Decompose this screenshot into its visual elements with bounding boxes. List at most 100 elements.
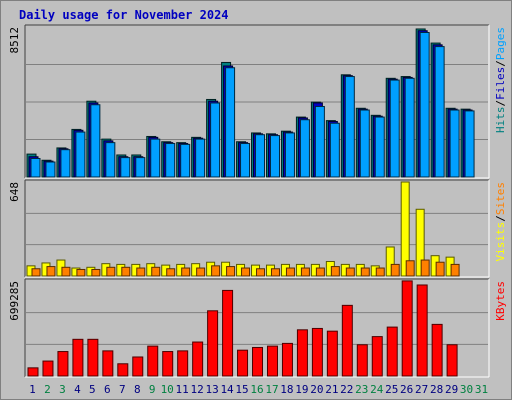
bar-sites-day-12 (196, 267, 206, 277)
bar-sites-day-5 (91, 268, 101, 277)
day-label-29: 29 (445, 383, 458, 396)
bar-kbytes-day-10 (162, 351, 174, 377)
day-label-1: 1 (29, 383, 36, 396)
bar-pages-day-2 (45, 161, 56, 178)
bar-pages-day-14 (225, 67, 236, 178)
bar-sites-day-20 (315, 267, 325, 277)
bar-visits-day-25 (385, 246, 395, 277)
bar-sites-day-8 (136, 267, 146, 277)
bar-pages-day-22 (344, 76, 355, 178)
bar-pages-day-7 (120, 157, 131, 178)
bar-pages-day-16 (255, 134, 266, 178)
bar-sites-day-16 (256, 268, 266, 277)
hits-files-pages-panel-max-label: 8512 (8, 27, 21, 54)
bar-sites-day-1 (31, 268, 41, 277)
legend-sep: / (494, 215, 507, 222)
bar-pages-day-15 (240, 143, 251, 178)
kbytes-panel-legend: KBytes (494, 281, 507, 321)
bar-kbytes-day-22 (341, 304, 353, 377)
bar-kbytes-day-5 (87, 338, 99, 377)
bar-kbytes-day-3 (57, 351, 69, 377)
bar-sites-day-18 (285, 267, 295, 277)
bar-kbytes-day-27 (416, 284, 428, 377)
bar-kbytes-day-17 (266, 345, 278, 377)
bar-kbytes-day-14 (222, 289, 234, 377)
bar-sites-day-15 (241, 267, 251, 277)
day-label-25: 25 (385, 383, 398, 396)
bar-sites-day-13 (211, 265, 221, 277)
day-label-28: 28 (430, 383, 443, 396)
bar-kbytes-day-21 (326, 330, 338, 377)
bar-pages-day-29 (449, 109, 460, 178)
bar-kbytes-day-25 (386, 326, 398, 377)
visits-sites-panel-max-label: 648 (8, 182, 21, 202)
bar-sites-day-11 (181, 267, 191, 277)
day-label-23: 23 (355, 383, 368, 396)
bar-sites-day-3 (61, 266, 71, 277)
bar-sites-day-24 (375, 267, 385, 277)
day-label-17: 17 (265, 383, 278, 396)
day-label-7: 7 (119, 383, 126, 396)
bar-kbytes-day-6 (102, 350, 114, 377)
bar-kbytes-day-4 (72, 338, 84, 377)
legend-kbytes: KBytes (494, 281, 507, 321)
bar-kbytes-day-8 (132, 356, 144, 377)
bar-sites-day-7 (121, 266, 131, 277)
legend-hits: Hits (494, 107, 507, 134)
bar-pages-day-19 (299, 119, 310, 178)
day-label-14: 14 (220, 383, 234, 396)
bar-kbytes-day-16 (252, 346, 264, 377)
bar-sites-day-23 (360, 267, 370, 277)
chart-title: Daily usage for November 2024 (19, 8, 229, 22)
bar-pages-day-6 (105, 142, 116, 178)
bar-sites-day-25 (390, 263, 400, 277)
day-label-24: 24 (370, 383, 384, 396)
bar-kbytes-day-26 (401, 280, 413, 377)
day-label-20: 20 (310, 383, 323, 396)
legend-sep: / (494, 100, 507, 107)
legend-sites: Sites (494, 182, 507, 215)
bar-kbytes-day-18 (281, 342, 293, 377)
day-label-13: 13 (205, 383, 218, 396)
day-label-31: 31 (475, 383, 488, 396)
bar-sites-day-29 (450, 263, 460, 277)
bar-sites-day-14 (226, 266, 236, 277)
day-label-22: 22 (340, 383, 353, 396)
day-label-3: 3 (59, 383, 66, 396)
bar-pages-day-27 (419, 31, 430, 178)
bar-kbytes-day-28 (431, 323, 443, 377)
bar-kbytes-day-20 (311, 327, 323, 377)
day-label-9: 9 (149, 383, 156, 396)
bar-kbytes-day-2 (42, 360, 54, 377)
bar-pages-day-17 (269, 135, 280, 178)
bar-pages-day-8 (135, 157, 146, 178)
bar-pages-day-3 (60, 149, 71, 178)
bar-sites-day-10 (166, 268, 176, 277)
bar-pages-day-12 (195, 138, 206, 178)
bar-pages-day-9 (150, 138, 161, 178)
day-label-2: 2 (44, 383, 51, 396)
bar-pages-day-5 (90, 104, 101, 178)
bar-sites-day-22 (345, 267, 355, 277)
day-label-30: 30 (460, 383, 473, 396)
hits-files-pages-panel-legend: Hits/Files/Pages (494, 27, 507, 133)
day-label-18: 18 (280, 383, 293, 396)
bar-pages-day-4 (75, 131, 86, 178)
day-label-5: 5 (89, 383, 96, 396)
bar-pages-day-20 (314, 106, 325, 178)
bar-sites-day-28 (435, 261, 445, 277)
bar-pages-day-25 (389, 79, 400, 178)
bar-pages-day-28 (434, 46, 445, 178)
bar-sites-day-2 (46, 266, 56, 277)
day-label-4: 4 (74, 383, 81, 396)
kbytes-panel-max-label: 699285 (8, 281, 21, 321)
bar-visits-day-27 (415, 208, 425, 277)
legend-sep: / (494, 60, 507, 67)
bar-pages-day-18 (284, 132, 295, 178)
day-label-6: 6 (104, 383, 111, 396)
day-label-15: 15 (235, 383, 248, 396)
visits-sites-panel-legend: Visits/Sites (494, 182, 507, 262)
bar-pages-day-21 (329, 122, 340, 178)
